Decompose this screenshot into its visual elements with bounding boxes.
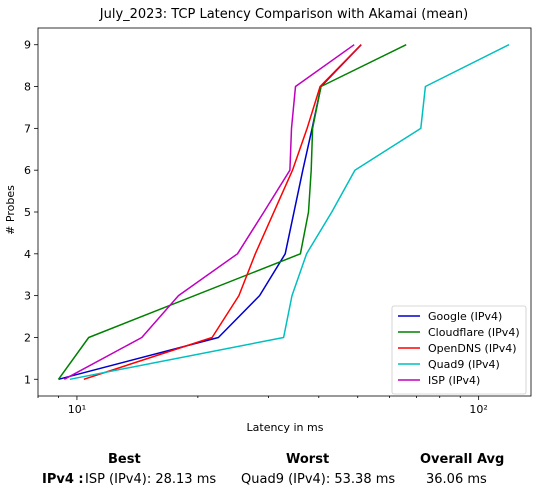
y-tick-label: 4 xyxy=(24,248,31,261)
series-line xyxy=(57,44,407,380)
series-line xyxy=(69,44,510,381)
chart-title: July_2023: TCP Latency Comparison with A… xyxy=(99,7,468,22)
y-tick-label: 5 xyxy=(24,206,31,219)
y-tick-label: 9 xyxy=(24,39,31,52)
legend-entry: ISP (IPv4) xyxy=(428,374,480,387)
plot-area: 10¹ 10² 1 2 3 4 5 6 7 8 9 xyxy=(24,27,532,416)
summary-worst-header: Worst xyxy=(286,452,330,467)
x-tick-label: 10¹ xyxy=(68,403,86,416)
legend-entry: Quad9 (IPv4) xyxy=(428,358,500,371)
x-axis-label: Latency in ms xyxy=(247,421,324,434)
summary-worst-value: Quad9 (IPv4): 53.38 ms xyxy=(241,472,396,487)
x-tick-label: 10² xyxy=(469,403,487,416)
legend-entry: Google (IPv4) xyxy=(428,310,502,323)
legend: Google (IPv4) Cloudflare (IPv4) OpenDNS (I… xyxy=(391,305,527,395)
series-line xyxy=(63,44,355,380)
legend-box xyxy=(391,305,527,395)
y-tick-label: 3 xyxy=(24,290,31,303)
summary-row-label: IPv4 : xyxy=(42,472,84,487)
series-line xyxy=(83,44,362,381)
summary-avg-value: 36.06 ms xyxy=(426,472,487,487)
y-tick-label: 8 xyxy=(24,81,31,94)
y-tick-label: 7 xyxy=(24,122,31,135)
summary-avg-header: Overall Avg xyxy=(420,452,505,467)
legend-entry: OpenDNS (IPv4) xyxy=(428,342,517,355)
y-tick-label: 2 xyxy=(24,331,31,344)
summary-best-value: ISP (IPv4): 28.13 ms xyxy=(85,472,217,487)
legend-entry: Cloudflare (IPv4) xyxy=(428,326,520,339)
y-tick-label: 1 xyxy=(24,373,31,386)
latency-chart: July_2023: TCP Latency Comparison with A… xyxy=(4,7,532,434)
summary-best-header: Best xyxy=(108,452,141,467)
series-line xyxy=(58,44,362,381)
y-tick-label: 6 xyxy=(24,164,31,177)
y-axis-label: # Probes xyxy=(4,185,17,235)
